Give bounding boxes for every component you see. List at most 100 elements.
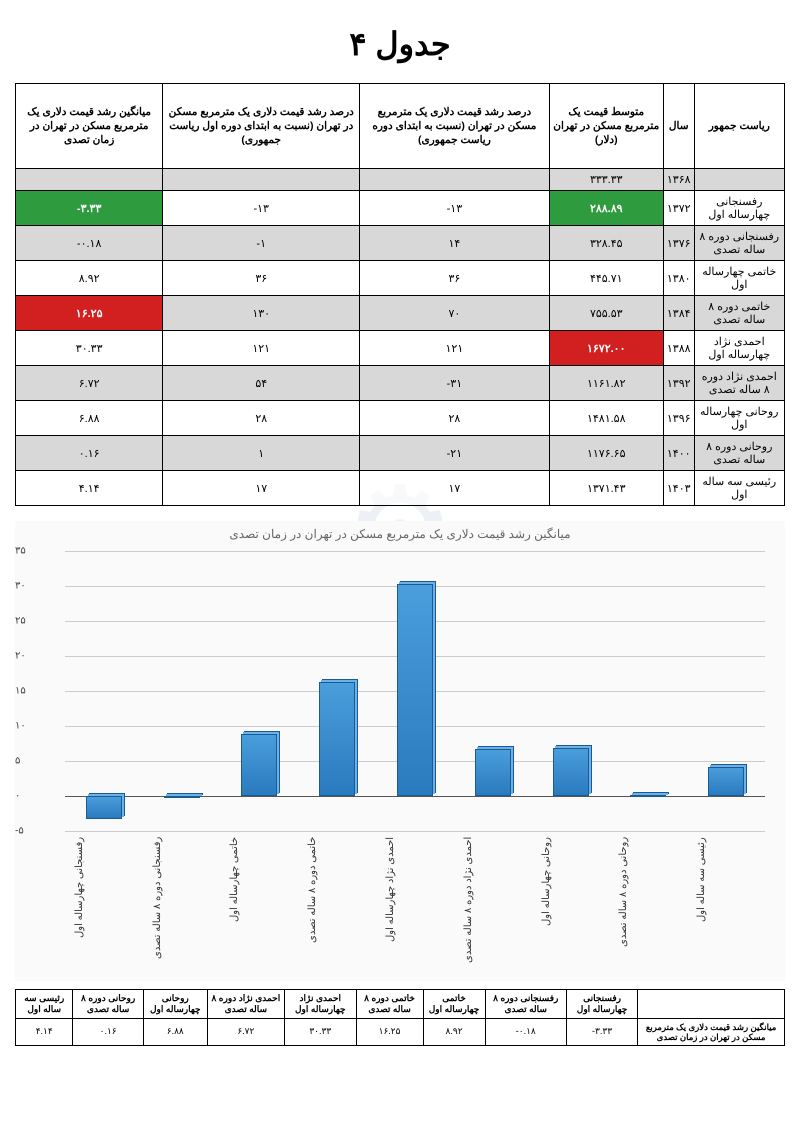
table-cell: ۱۷ bbox=[163, 471, 360, 506]
x-tick-label: احمدی نژاد دوره ۸ ساله تصدی bbox=[463, 837, 523, 977]
table-cell: ۱۳۶۸ bbox=[663, 169, 694, 191]
table-cell: ۴.۱۴ bbox=[16, 1018, 73, 1045]
y-tick-label: ۵- bbox=[15, 826, 55, 837]
table-header: درصد رشد قیمت دلاری یک مترمربع مسکن در ت… bbox=[360, 84, 549, 169]
table-cell: ۱۱۶۱.۸۲ bbox=[549, 366, 663, 401]
table-cell: ۱۶.۲۵ bbox=[16, 296, 163, 331]
table-cell: ۶.۸۸ bbox=[16, 401, 163, 436]
table-row: رفسنجانی دوره ۸ ساله تصدی۱۳۷۶۳۲۸.۴۵۱۴۱-۰… bbox=[16, 226, 785, 261]
x-tick-label: روحانی دوره ۸ ساله تصدی bbox=[618, 837, 678, 977]
table-cell: خاتمی دوره ۸ ساله تصدی bbox=[694, 296, 784, 331]
page-title: جدول ۴ bbox=[15, 25, 785, 63]
table-header: روحانی دوره ۸ ساله تصدی bbox=[73, 990, 143, 1019]
y-tick-label: ۱۵ bbox=[15, 686, 55, 697]
table-cell: احمدی نژاد چهارساله اول bbox=[694, 331, 784, 366]
table-cell: ۱- bbox=[163, 226, 360, 261]
table-cell: ۱۳۸۰ bbox=[663, 261, 694, 296]
table-header: خاتمی دوره ۸ ساله تصدی bbox=[356, 990, 423, 1019]
bar bbox=[553, 748, 589, 796]
x-tick-label: رئیسی سه ساله اول bbox=[696, 837, 756, 977]
y-tick-label: ۰ bbox=[15, 791, 55, 802]
table-cell: ۱۳۸۴ bbox=[663, 296, 694, 331]
bar bbox=[708, 767, 744, 796]
table-cell: ۶.۷۲ bbox=[207, 1018, 284, 1045]
table-cell: ۳۶ bbox=[360, 261, 549, 296]
table-cell bbox=[360, 169, 549, 191]
y-tick-label: ۳۰ bbox=[15, 581, 55, 592]
y-tick-label: ۵ bbox=[15, 756, 55, 767]
table-cell: ۱۲۱ bbox=[163, 331, 360, 366]
table-cell: ۳.۳۳- bbox=[566, 1018, 637, 1045]
table-cell: ۱۳۷۲ bbox=[663, 191, 694, 226]
table-row: احمدی نژاد چهارساله اول۱۳۸۸۱۶۷۲.۰۰۱۲۱۱۲۱… bbox=[16, 331, 785, 366]
table-cell: ۱۳۹۲ bbox=[663, 366, 694, 401]
table-cell: ۱۳۷۶ bbox=[663, 226, 694, 261]
table-header: خاتمی چهارساله اول bbox=[423, 990, 485, 1019]
table-row: ۱۳۶۸۳۳۳.۳۳ bbox=[16, 169, 785, 191]
chart-title: میانگین رشد قیمت دلاری یک مترمربع مسکن د… bbox=[15, 521, 785, 541]
table-cell: ۸.۹۲ bbox=[423, 1018, 485, 1045]
table-row: روحانی دوره ۸ ساله تصدی۱۴۰۰۱۱۷۶.۶۵۲۱-۱۰.… bbox=[16, 436, 785, 471]
table-cell: ۴۴۵.۷۱ bbox=[549, 261, 663, 296]
table-cell: ۱۴ bbox=[360, 226, 549, 261]
table-cell: ۱ bbox=[163, 436, 360, 471]
table-cell: ۱۳۹۶ bbox=[663, 401, 694, 436]
table-cell: ۱۴۰۰ bbox=[663, 436, 694, 471]
table-header: روحانی چهارساله اول bbox=[143, 990, 207, 1019]
bar bbox=[241, 734, 277, 796]
table-cell: ۱۳۷۱.۴۳ bbox=[549, 471, 663, 506]
table-header: ریاست جمهور bbox=[694, 84, 784, 169]
table-cell: ۳.۳۳- bbox=[16, 191, 163, 226]
table-cell: ۶.۷۲ bbox=[16, 366, 163, 401]
table-cell: روحانی چهارساله اول bbox=[694, 401, 784, 436]
table-cell: ۳۶ bbox=[163, 261, 360, 296]
table-header: درصد رشد قیمت دلاری یک مترمربع مسکن در ت… bbox=[163, 84, 360, 169]
table-cell bbox=[694, 169, 784, 191]
table-header: متوسط قیمت یک مترمربع مسکن در تهران (دلا… bbox=[549, 84, 663, 169]
bar bbox=[319, 682, 355, 796]
table-header: احمدی نژاد چهارساله اول bbox=[284, 990, 356, 1019]
table-cell: ۱۴۰۳ bbox=[663, 471, 694, 506]
table-cell: ۱۶.۲۵ bbox=[356, 1018, 423, 1045]
table-row: رئیسی سه ساله اول۱۴۰۳۱۳۷۱.۴۳۱۷۱۷۴.۱۴ bbox=[16, 471, 785, 506]
table-cell: ۷۵۵.۵۳ bbox=[549, 296, 663, 331]
table-cell: ۳۲۸.۴۵ bbox=[549, 226, 663, 261]
table-cell: ۶.۸۸ bbox=[143, 1018, 207, 1045]
table-header: رفسنجانی دوره ۸ ساله تصدی bbox=[485, 990, 566, 1019]
summary-table: رفسنجانی چهارساله اولرفسنجانی دوره ۸ سال… bbox=[15, 989, 785, 1046]
row-label: میانگین رشد قیمت دلاری یک مترمربع مسکن د… bbox=[638, 1018, 785, 1045]
bar-chart: میانگین رشد قیمت دلاری یک مترمربع مسکن د… bbox=[15, 521, 785, 981]
table-row: رفسنجانی چهارساله اول۱۳۷۲۲۸۸.۸۹۱۳-۱۳-۳.۳… bbox=[16, 191, 785, 226]
table-cell: ۲۸ bbox=[163, 401, 360, 436]
main-data-table: ریاست جمهورسالمتوسط قیمت یک مترمربع مسکن… bbox=[15, 83, 785, 506]
table-header: سال bbox=[663, 84, 694, 169]
x-tick-label: احمدی نژاد چهارساله اول bbox=[385, 837, 445, 977]
table-header: میانگین رشد قیمت دلاری یک مترمربع مسکن د… bbox=[16, 84, 163, 169]
table-cell: ۱۳۰ bbox=[163, 296, 360, 331]
table-cell: احمدی نژاد دوره ۸ ساله تصدی bbox=[694, 366, 784, 401]
table-cell: ۱۳۸۸ bbox=[663, 331, 694, 366]
x-tick-label: خاتمی دوره ۸ ساله تصدی bbox=[307, 837, 367, 977]
table-cell: ۱۶۷۲.۰۰ bbox=[549, 331, 663, 366]
table-cell: ۳۰.۳۳ bbox=[284, 1018, 356, 1045]
table-cell: رئیسی سه ساله اول bbox=[694, 471, 784, 506]
y-tick-label: ۲۰ bbox=[15, 651, 55, 662]
table-cell: روحانی دوره ۸ ساله تصدی bbox=[694, 436, 784, 471]
table-cell: ۳۳۳.۳۳ bbox=[549, 169, 663, 191]
table-header: احمدی نژاد دوره ۸ ساله تصدی bbox=[207, 990, 284, 1019]
table-row: خاتمی چهارساله اول۱۳۸۰۴۴۵.۷۱۳۶۳۶۸.۹۲ bbox=[16, 261, 785, 296]
x-tick-label: رفسنجانی دوره ۸ ساله تصدی bbox=[152, 837, 212, 977]
table-header bbox=[638, 990, 785, 1019]
table-cell: رفسنجانی دوره ۸ ساله تصدی bbox=[694, 226, 784, 261]
table-cell: ۷۰ bbox=[360, 296, 549, 331]
bar bbox=[397, 584, 433, 796]
y-tick-label: ۲۵ bbox=[15, 616, 55, 627]
table-cell: ۲۸۸.۸۹ bbox=[549, 191, 663, 226]
x-tick-label: رفسنجانی چهارساله اول bbox=[74, 837, 134, 977]
table-cell: ۰.۱۸- bbox=[16, 226, 163, 261]
table-header: رئیسی سه ساله اول bbox=[16, 990, 73, 1019]
y-tick-label: ۱۰ bbox=[15, 721, 55, 732]
table-row: خاتمی دوره ۸ ساله تصدی۱۳۸۴۷۵۵.۵۳۷۰۱۳۰۱۶.… bbox=[16, 296, 785, 331]
table-row: احمدی نژاد دوره ۸ ساله تصدی۱۳۹۲۱۱۶۱.۸۲۳۱… bbox=[16, 366, 785, 401]
bar bbox=[86, 796, 122, 819]
